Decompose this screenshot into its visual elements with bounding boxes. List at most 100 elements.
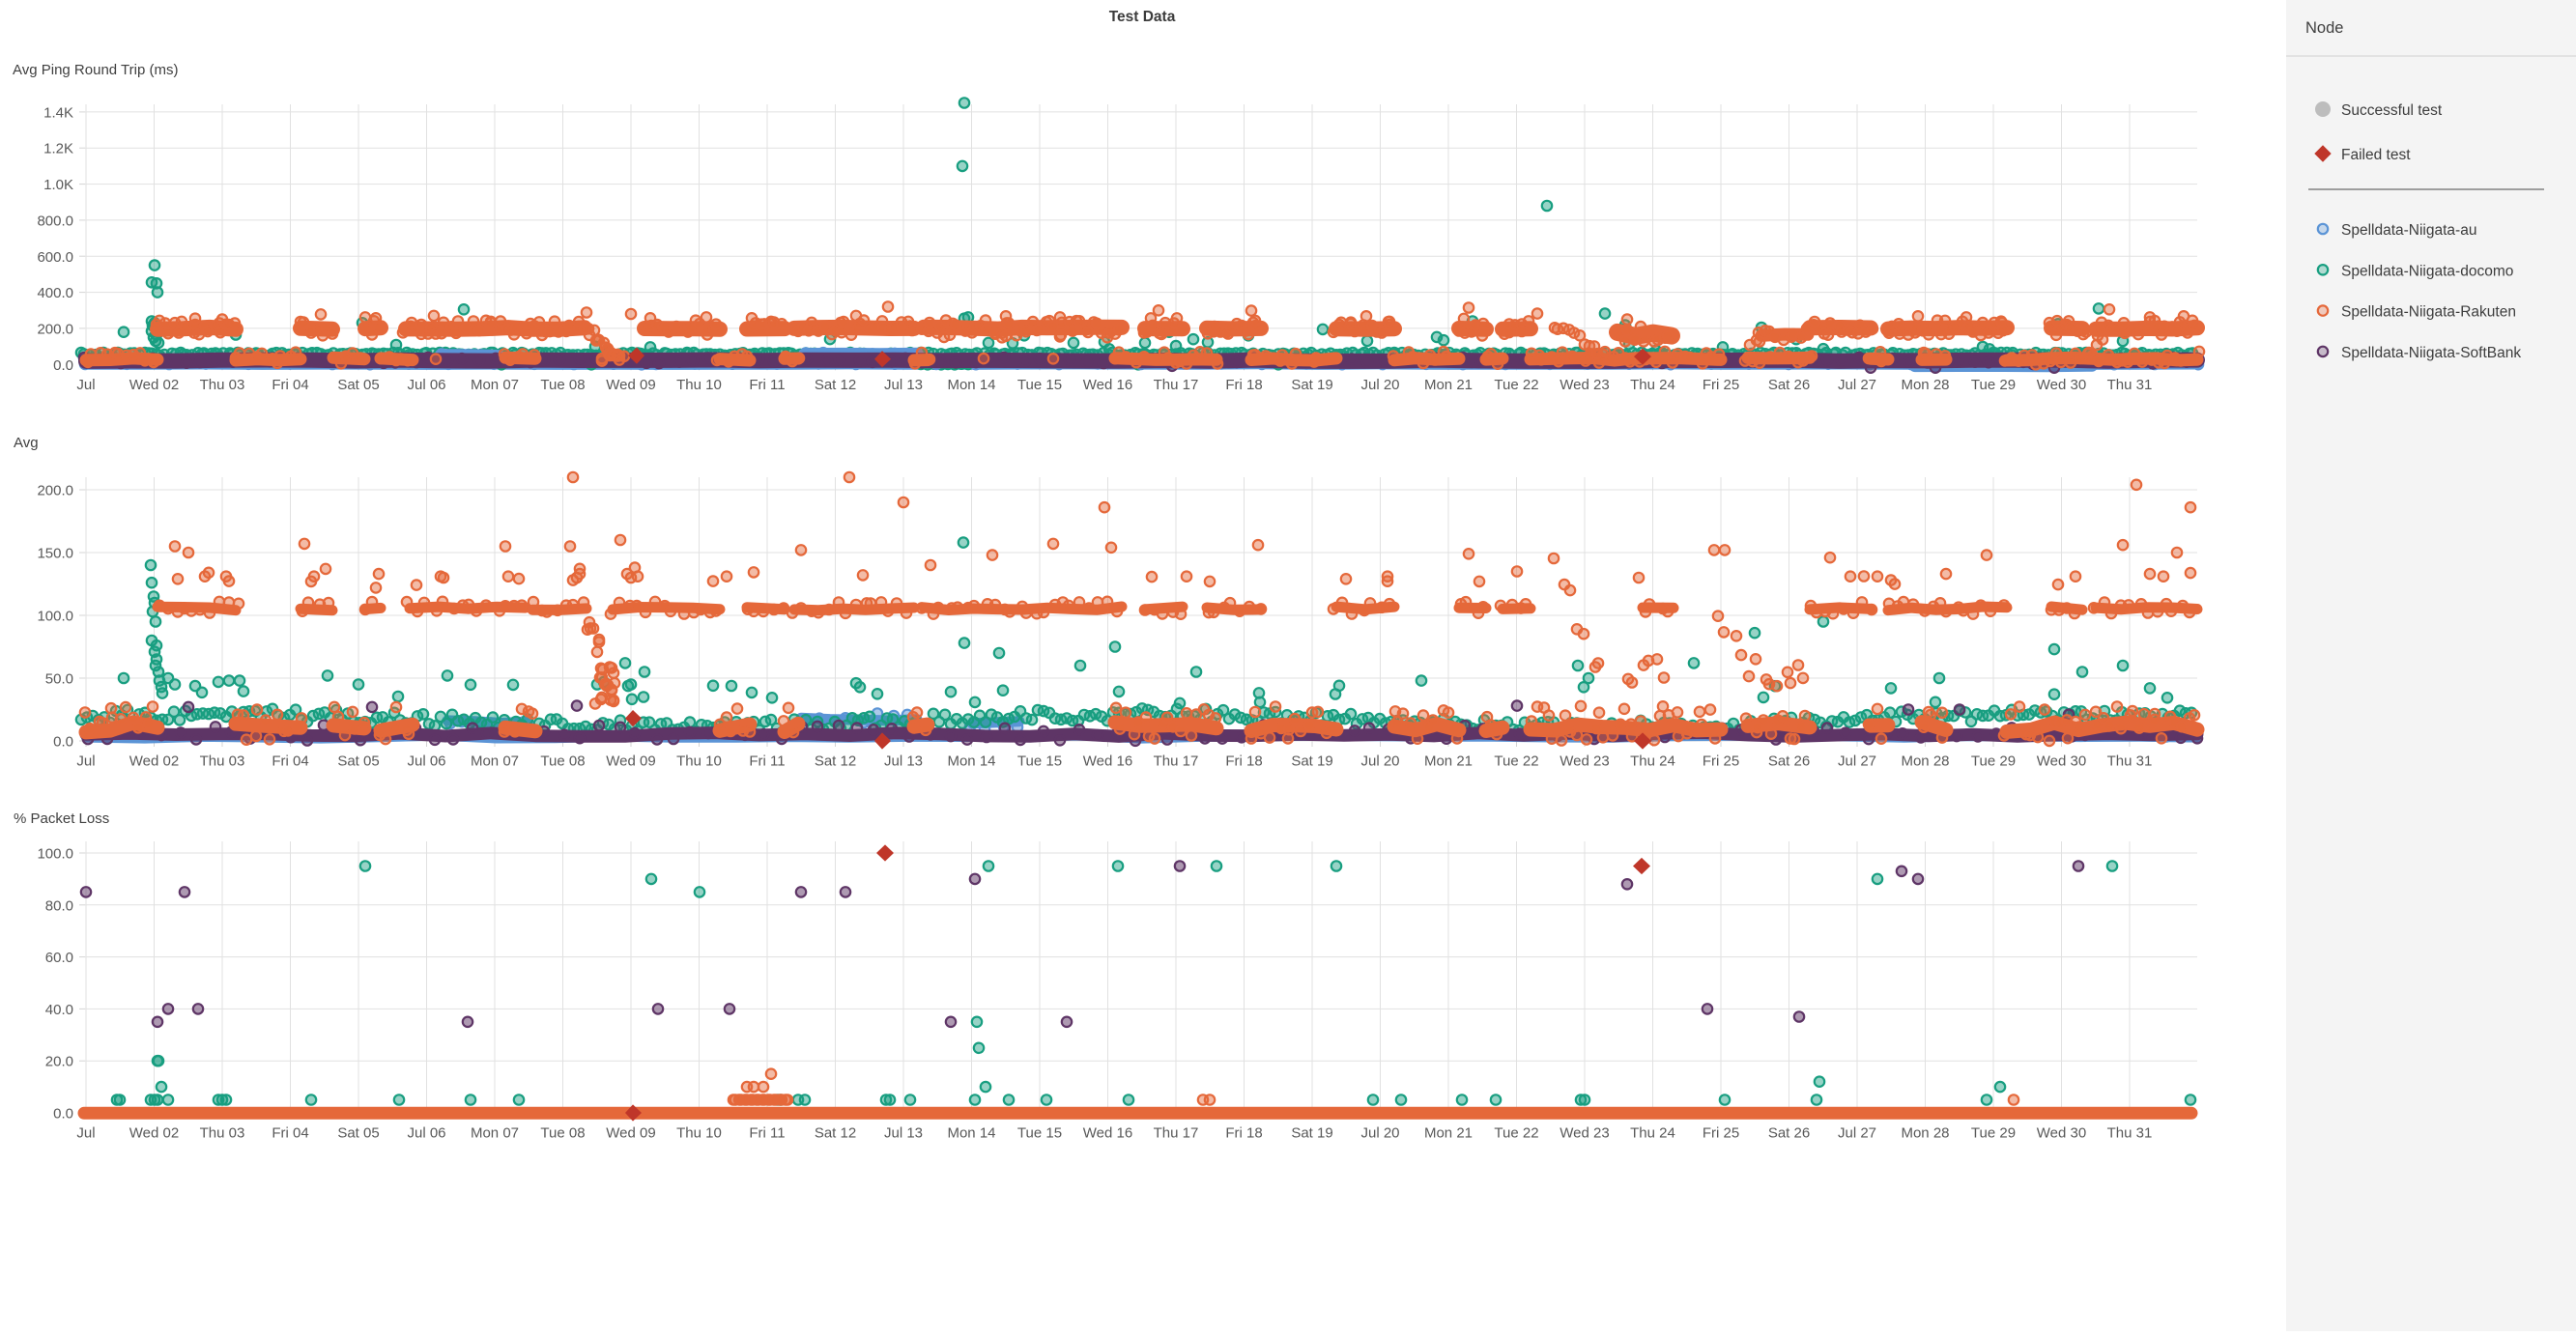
svg-text:Tue 22: Tue 22 [1494, 377, 1538, 393]
svg-text:Jul: Jul [76, 753, 95, 770]
svg-text:Sat 26: Sat 26 [1768, 377, 1810, 393]
svg-text:Wed 23: Wed 23 [1560, 377, 1609, 393]
svg-text:Jul: Jul [76, 377, 95, 393]
svg-text:100.0: 100.0 [37, 846, 73, 863]
svg-text:Fri 18: Fri 18 [1225, 377, 1262, 393]
svg-text:Thu 17: Thu 17 [1154, 1125, 1199, 1142]
svg-text:Tue 29: Tue 29 [1971, 1125, 2016, 1142]
svg-text:Thu 24: Thu 24 [1630, 377, 1675, 393]
svg-text:Wed 16: Wed 16 [1083, 1125, 1132, 1142]
svg-text:Fri 11: Fri 11 [749, 1125, 785, 1142]
svg-text:Fri 25: Fri 25 [1703, 1125, 1739, 1142]
svg-text:Tue 15: Tue 15 [1017, 1125, 1062, 1142]
svg-text:Mon 07: Mon 07 [471, 1125, 519, 1142]
svg-text:Avg: Avg [14, 435, 39, 451]
svg-text:Wed 09: Wed 09 [606, 753, 655, 770]
svg-text:Jul 06: Jul 06 [407, 377, 445, 393]
svg-text:Tue 29: Tue 29 [1971, 377, 2016, 393]
svg-text:150.0: 150.0 [37, 546, 73, 562]
svg-text:Tue 08: Tue 08 [540, 377, 585, 393]
svg-text:Fri 25: Fri 25 [1703, 753, 1739, 770]
svg-text:Sat 05: Sat 05 [337, 753, 379, 770]
svg-text:Mon 07: Mon 07 [471, 753, 519, 770]
svg-text:Wed 09: Wed 09 [606, 1125, 655, 1142]
svg-text:Tue 22: Tue 22 [1494, 1125, 1538, 1142]
svg-text:60.0: 60.0 [45, 950, 73, 966]
svg-text:800.0: 800.0 [37, 213, 73, 229]
svg-text:Jul 13: Jul 13 [884, 753, 923, 770]
svg-text:Jul 06: Jul 06 [407, 753, 445, 770]
svg-text:Mon 28: Mon 28 [1901, 1125, 1949, 1142]
svg-text:Thu 10: Thu 10 [676, 377, 722, 393]
svg-text:Thu 10: Thu 10 [676, 1125, 722, 1142]
svg-text:Sat 12: Sat 12 [815, 753, 856, 770]
svg-text:Thu 03: Thu 03 [200, 1125, 245, 1142]
svg-text:Wed 30: Wed 30 [2037, 1125, 2086, 1142]
svg-text:Thu 31: Thu 31 [2107, 377, 2153, 393]
svg-text:Sat 12: Sat 12 [815, 1125, 856, 1142]
svg-text:Fri 18: Fri 18 [1225, 1125, 1262, 1142]
svg-text:Mon 21: Mon 21 [1424, 753, 1473, 770]
svg-text:% Packet Loss: % Packet Loss [14, 810, 109, 827]
svg-text:Thu 17: Thu 17 [1154, 753, 1199, 770]
svg-text:Thu 31: Thu 31 [2107, 753, 2153, 770]
svg-text:Fri 11: Fri 11 [749, 377, 785, 393]
svg-text:Wed 16: Wed 16 [1083, 753, 1132, 770]
svg-text:Tue 15: Tue 15 [1017, 377, 1062, 393]
svg-text:Tue 08: Tue 08 [540, 1125, 585, 1142]
svg-text:Wed 30: Wed 30 [2037, 753, 2086, 770]
svg-text:Spelldata-Niigata-au: Spelldata-Niigata-au [2341, 222, 2476, 239]
svg-text:Tue 29: Tue 29 [1971, 753, 2016, 770]
svg-text:Sat 12: Sat 12 [815, 377, 856, 393]
svg-text:Sat 19: Sat 19 [1291, 753, 1332, 770]
svg-text:1.4K: 1.4K [43, 104, 73, 121]
svg-text:Node: Node [2305, 19, 2343, 37]
svg-text:Mon 28: Mon 28 [1901, 753, 1949, 770]
svg-text:50.0: 50.0 [45, 671, 73, 688]
svg-text:Wed 23: Wed 23 [1560, 1125, 1609, 1142]
svg-text:Wed 02: Wed 02 [129, 753, 179, 770]
svg-text:Thu 17: Thu 17 [1154, 377, 1199, 393]
svg-text:80.0: 80.0 [45, 897, 73, 914]
svg-text:Wed 02: Wed 02 [129, 1125, 179, 1142]
svg-text:Jul 20: Jul 20 [1360, 1125, 1399, 1142]
svg-text:Fri 04: Fri 04 [272, 1125, 308, 1142]
svg-text:Mon 14: Mon 14 [947, 377, 995, 393]
svg-text:Mon 21: Mon 21 [1424, 377, 1473, 393]
svg-text:Jul 27: Jul 27 [1838, 377, 1876, 393]
svg-text:Sat 26: Sat 26 [1768, 1125, 1810, 1142]
svg-text:Successful test: Successful test [2341, 102, 2443, 119]
svg-text:Mon 07: Mon 07 [471, 377, 519, 393]
svg-text:Tue 15: Tue 15 [1017, 753, 1062, 770]
svg-text:Thu 24: Thu 24 [1630, 1125, 1675, 1142]
svg-text:Sat 19: Sat 19 [1291, 377, 1332, 393]
svg-text:Thu 10: Thu 10 [676, 753, 722, 770]
svg-text:20.0: 20.0 [45, 1054, 73, 1070]
svg-text:Thu 31: Thu 31 [2107, 1125, 2153, 1142]
svg-text:Thu 03: Thu 03 [200, 753, 245, 770]
svg-text:Tue 22: Tue 22 [1494, 753, 1538, 770]
svg-text:Fri 25: Fri 25 [1703, 377, 1739, 393]
svg-text:0.0: 0.0 [53, 1106, 73, 1123]
svg-text:Wed 09: Wed 09 [606, 377, 655, 393]
svg-text:200.0: 200.0 [37, 483, 73, 499]
svg-text:Thu 24: Thu 24 [1630, 753, 1675, 770]
svg-text:1.2K: 1.2K [43, 141, 73, 157]
svg-text:Mon 14: Mon 14 [947, 1125, 995, 1142]
svg-text:Spelldata-Niigata-docomo: Spelldata-Niigata-docomo [2341, 263, 2513, 279]
svg-text:Thu 03: Thu 03 [200, 377, 245, 393]
svg-text:Jul 06: Jul 06 [407, 1125, 445, 1142]
svg-text:1.0K: 1.0K [43, 177, 73, 193]
svg-text:Jul: Jul [76, 1125, 95, 1142]
svg-text:Failed test: Failed test [2341, 147, 2411, 163]
svg-text:Wed 02: Wed 02 [129, 377, 179, 393]
svg-text:Sat 05: Sat 05 [337, 377, 379, 393]
svg-text:600.0: 600.0 [37, 249, 73, 266]
svg-text:Jul 13: Jul 13 [884, 1125, 923, 1142]
svg-text:Sat 19: Sat 19 [1291, 1125, 1332, 1142]
svg-text:Spelldata-Niigata-Rakuten: Spelldata-Niigata-Rakuten [2341, 304, 2516, 321]
svg-text:Mon 14: Mon 14 [947, 753, 995, 770]
svg-text:40.0: 40.0 [45, 1002, 73, 1018]
svg-text:Fri 11: Fri 11 [749, 753, 785, 770]
svg-text:Spelldata-Niigata-SoftBank: Spelldata-Niigata-SoftBank [2341, 345, 2521, 361]
